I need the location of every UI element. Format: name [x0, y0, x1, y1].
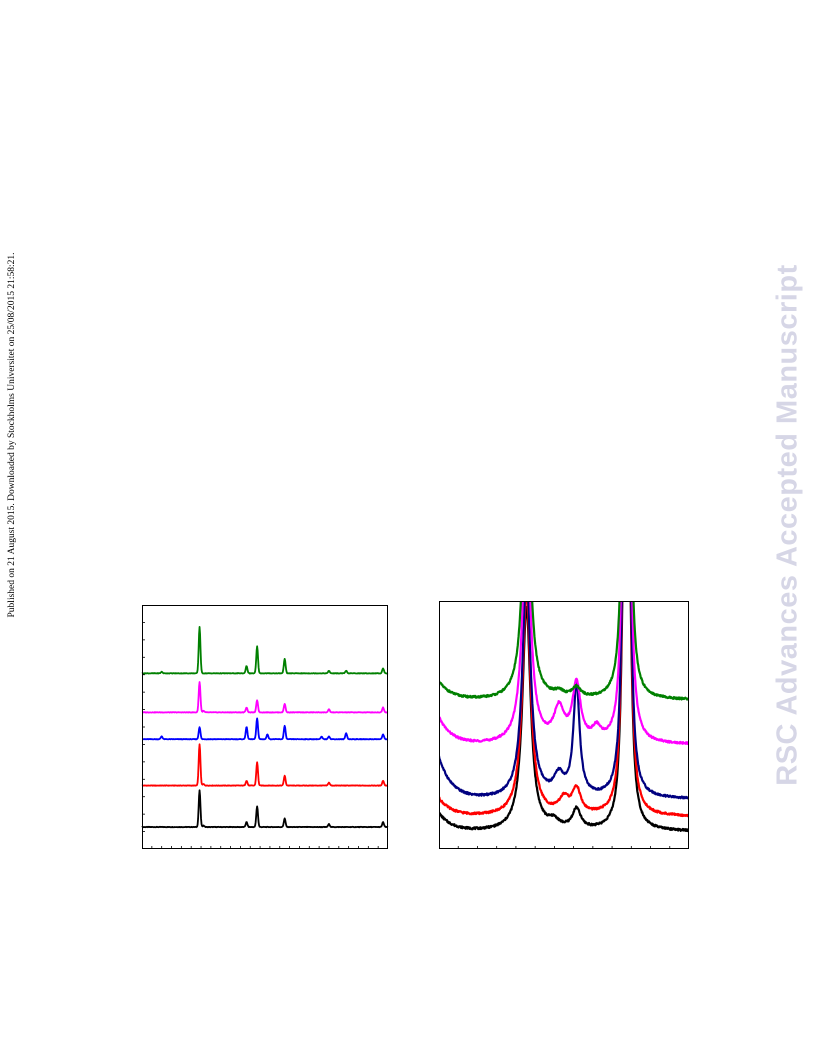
xrd-series-4	[141, 681, 389, 714]
raman-series-1	[439, 601, 689, 833]
figure-panels	[130, 595, 700, 860]
raman-chart	[439, 601, 689, 849]
xrd-plot-frame	[142, 605, 388, 849]
raman-series-5	[439, 601, 689, 701]
xrd-series-1	[141, 789, 389, 829]
raman-traces	[439, 601, 689, 833]
raman-series-2	[439, 601, 689, 818]
journal-watermark: RSC Advances Accepted Manuscript	[766, 240, 810, 810]
xrd-series-3	[141, 717, 389, 741]
raman-series-4	[439, 601, 689, 746]
download-notice: Published on 21 August 2015. Downloaded …	[5, 230, 19, 640]
raman-plot-frame	[439, 601, 689, 849]
xrd-series-2	[141, 743, 389, 787]
xrd-traces	[141, 626, 389, 829]
xrd-ticks	[142, 622, 379, 849]
journal-watermark-text: RSC Advances Accepted Manuscript	[771, 264, 804, 786]
xrd-series-5	[141, 626, 389, 675]
raman-series-3	[439, 601, 689, 800]
xrd-chart	[141, 605, 389, 849]
download-notice-text: Published on 21 August 2015. Downloaded …	[7, 252, 17, 618]
